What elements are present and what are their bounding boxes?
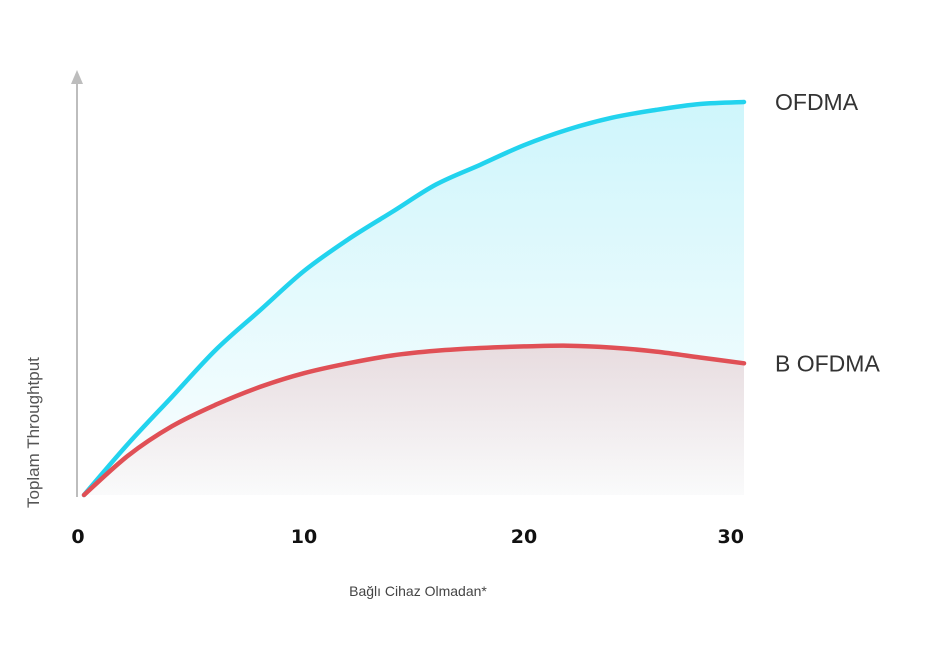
series-labels: OFDMA B OFDMA xyxy=(775,89,880,376)
series-area-b-ofdma xyxy=(84,345,744,495)
series-lines xyxy=(81,99,747,498)
series-label-b-ofdma: B OFDMA xyxy=(775,350,880,376)
x-tick-label: 30 xyxy=(718,526,744,548)
series-label-ofdma: OFDMA xyxy=(775,89,859,115)
y-axis-arrow-icon xyxy=(71,70,83,84)
x-axis-label: Bağlı Cihaz Olmadan* xyxy=(349,583,487,599)
x-tick-label: 0 xyxy=(71,526,84,548)
x-tick-label: 20 xyxy=(511,526,537,548)
x-tick-label: 10 xyxy=(291,526,317,548)
y-axis-label: Toplam Throughtput xyxy=(24,357,43,508)
x-tick-labels: 0 10 20 30 xyxy=(71,526,744,548)
series-line-b-ofdma xyxy=(81,343,747,498)
series-line-ofdma xyxy=(81,99,747,498)
series-areas xyxy=(84,102,744,495)
